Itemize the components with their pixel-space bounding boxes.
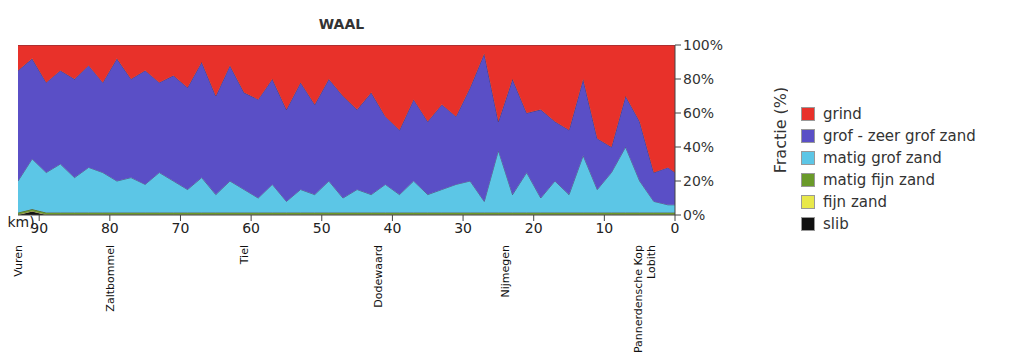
html-text:grof - zeer grof zand: grof - zeer grof zand [823,127,976,145]
svg-text:Lobith: Lobith [645,245,658,279]
svg-text:40: 40 [384,220,402,236]
svg-text:90: 90 [30,220,48,236]
svg-text:0%: 0% [683,207,705,223]
svg-text:30: 30 [454,220,472,236]
html-text:WAAL: WAAL [318,16,365,32]
svg-text:100%: 100% [683,37,723,53]
svg-text:Tiel: Tiel [238,245,251,265]
svg-text:20: 20 [525,220,543,236]
svg-text:60: 60 [242,220,260,236]
html-text:slib: slib [823,215,849,233]
svg-text:40%: 40% [683,139,714,155]
svg-text:Pannerdensche Kop: Pannerdensche Kop [632,245,645,353]
html-text:grind: grind [823,105,862,123]
svg-text:Vuren: Vuren [12,245,25,277]
svg-text:Dodewaard: Dodewaard [372,245,385,308]
svg-text:80: 80 [101,220,119,236]
svg-text:Nijmegen: Nijmegen [499,245,512,298]
svg-text:50: 50 [313,220,331,236]
svg-text:70: 70 [172,220,190,236]
html-text:matig grof zand: matig grof zand [823,149,942,167]
svg-text:0: 0 [671,220,680,236]
svg-text:Fractie (%): Fractie (%) [771,87,788,174]
svg-text:Zaltbommel: Zaltbommel [104,245,117,312]
html-text:fijn zand: fijn zand [823,193,887,211]
svg-text:20%: 20% [683,173,714,189]
svg-text:10: 10 [595,220,613,236]
html-text:(km): (km) [2,214,35,230]
html-text:matig fijn zand: matig fijn zand [823,171,936,189]
svg-text:60%: 60% [683,105,714,121]
svg-text:80%: 80% [683,71,714,87]
